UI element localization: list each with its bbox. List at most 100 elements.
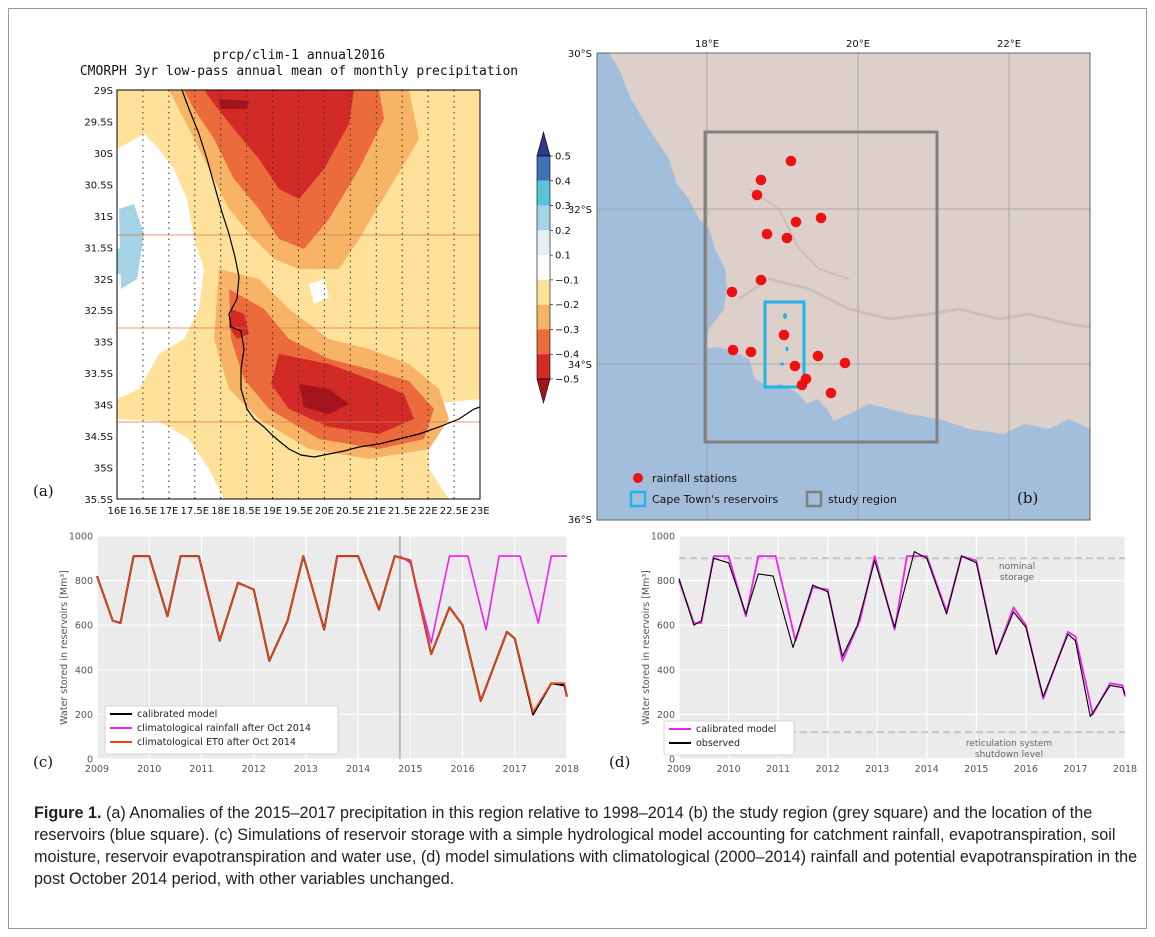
panel-a-lat-label: 31.5S bbox=[84, 243, 113, 254]
panel-a-title-line1: prcp/clim-1 annual2016 bbox=[213, 48, 385, 63]
panel-a-lat-label: 32S bbox=[94, 275, 113, 286]
colorbar-segment bbox=[537, 354, 550, 379]
y-tick-label: 1000 bbox=[69, 532, 93, 543]
y-tick-label: 1000 bbox=[651, 532, 675, 543]
panel-b-lat-label: 30°S bbox=[568, 49, 592, 60]
legend-station-marker bbox=[633, 473, 643, 483]
x-tick-label: 2015 bbox=[398, 764, 422, 775]
legend-label: calibrated model bbox=[696, 724, 776, 735]
precipitation-anomaly-field bbox=[116, 89, 481, 500]
panel-a-lon-label: 23E bbox=[470, 506, 489, 517]
y-tick-label: 400 bbox=[75, 665, 93, 676]
panel-a-colorbar: 0.5 0.4 0.3 0.2 0.1 −0.1 −0.2 −0.3 −0.4 −0.5 bbox=[536, 130, 579, 405]
y-tick-label: 600 bbox=[657, 621, 675, 632]
caption-lead: Figure 1. bbox=[34, 804, 102, 822]
colorbar-segment bbox=[537, 205, 550, 231]
rainfall-station-marker bbox=[790, 216, 802, 228]
x-tick-label: 2011 bbox=[766, 764, 790, 775]
reservoirs-box bbox=[763, 300, 806, 389]
x-tick-label: 2012 bbox=[816, 764, 840, 775]
x-tick-label: 2018 bbox=[1113, 764, 1137, 775]
chart-annotation: shutdown level bbox=[975, 750, 1043, 760]
figure-caption: Figure 1. (a) Anomalies of the 2015–2017… bbox=[34, 802, 1144, 890]
colorbar-label: 0.4 bbox=[555, 176, 571, 187]
panel-a-lon-label: 20E bbox=[315, 506, 334, 517]
legend-stations-label: rainfall stations bbox=[652, 472, 737, 485]
panel-a-lat-label: 29S bbox=[94, 86, 113, 97]
chart-annotation: nominal bbox=[999, 562, 1035, 572]
panel-a-title-line2: CMORPH 3yr low-pass annual mean of month… bbox=[80, 64, 518, 79]
rainfall-station-marker bbox=[796, 379, 808, 391]
legend-reservoirs-label: Cape Town's reservoirs bbox=[652, 493, 778, 506]
panel-a-latitude-labels: 29S 29.5S 30S 30.5S 31S 31.5S 32S 32.5S 33S 33.5S… bbox=[84, 86, 113, 506]
x-tick-label: 2014 bbox=[346, 764, 370, 775]
study-region-box bbox=[703, 130, 939, 444]
panel-d-letter: (d) bbox=[609, 753, 630, 771]
y-axis-label: Water stored in reservoirs [Mm³] bbox=[641, 570, 652, 725]
panel-a-lat-label: 31S bbox=[94, 212, 113, 223]
panel-a-lon-label: 17.5E bbox=[180, 506, 209, 517]
colorbar-label: −0.5 bbox=[555, 375, 579, 386]
figure-canvas: prcp/clim-1 annual2016 CMORPH 3yr low-pa… bbox=[33, 39, 1137, 776]
x-tick-label: 2013 bbox=[865, 764, 889, 775]
colorbar-label: 0.1 bbox=[555, 251, 571, 262]
panel-a-lon-label: 16E bbox=[107, 506, 126, 517]
x-tick-label: 2009 bbox=[667, 764, 691, 775]
panel-b-map: 18°E 20°E 22°E 30°S 32°S 34°S 36°S rainfall s… bbox=[568, 39, 1091, 526]
colorbar-top-arrow bbox=[536, 130, 551, 157]
panel-a-lat-label: 34.5S bbox=[84, 432, 113, 443]
y-tick-label: 0 bbox=[669, 755, 675, 766]
y-axis-label: Water stored in reservoirs [Mm³] bbox=[59, 570, 70, 725]
panel-b-latitude-labels: 30°S 32°S 34°S 36°S bbox=[568, 49, 592, 526]
rainfall-station-marker bbox=[781, 232, 793, 244]
panel-a-lat-label: 32.5S bbox=[84, 306, 113, 317]
panel-a-longitude-labels: 16E 16.5E 17E 17.5E 18E 18.5E 19E 19.5E 20E 20.5E… bbox=[107, 506, 489, 517]
series-line bbox=[399, 555, 567, 644]
panel-a-letter: (a) bbox=[33, 482, 54, 500]
x-tick-label: 2010 bbox=[716, 764, 740, 775]
panel-c-letter: (c) bbox=[33, 753, 53, 771]
panel-a-lat-label: 30S bbox=[94, 149, 113, 160]
x-tick-label: 2011 bbox=[189, 764, 213, 775]
x-tick-label: 2014 bbox=[915, 764, 939, 775]
rainfall-station-marker bbox=[751, 189, 763, 201]
series-line bbox=[678, 551, 1126, 718]
x-tick-label: 2016 bbox=[450, 764, 474, 775]
x-tick-label: 2012 bbox=[242, 764, 266, 775]
chart-annotation: reticulation system bbox=[966, 739, 1052, 749]
x-tick-label: 2010 bbox=[137, 764, 161, 775]
x-tick-label: 2017 bbox=[1063, 764, 1087, 775]
reservoir-markers bbox=[780, 313, 789, 366]
rainfall-station-marker bbox=[785, 155, 797, 167]
rainfall-station-marker bbox=[755, 174, 767, 186]
panel-d-chart: 2009 2010 2011 2012 2013 2014 2015 2016 2017 2018… bbox=[641, 532, 1137, 776]
panel-b-lon-label: 22°E bbox=[997, 39, 1021, 50]
legend-label: calibrated model bbox=[137, 709, 217, 720]
colorbar-label: −0.2 bbox=[555, 300, 579, 311]
legend-label: observed bbox=[696, 738, 740, 749]
y-tick-label: 800 bbox=[657, 576, 675, 587]
panel-c-chart: 2009 2010 2011 2012 2013 2014 2015 2016 2017 2018… bbox=[59, 532, 579, 776]
y-tick-label: 200 bbox=[657, 710, 675, 721]
legend-label: climatological ET0 after Oct 2014 bbox=[137, 737, 296, 748]
panel-a-lon-label: 19E bbox=[263, 506, 282, 517]
panel-a-lat-label: 35.5S bbox=[84, 495, 113, 506]
x-tick-label: 2015 bbox=[964, 764, 988, 775]
panel-b-longitude-labels: 18°E 20°E 22°E bbox=[695, 39, 1021, 50]
panel-b-lon-label: 20°E bbox=[846, 39, 870, 50]
y-tick-label: 400 bbox=[657, 665, 675, 676]
panel-a-lon-label: 17E bbox=[159, 506, 178, 517]
panel-a-lon-label: 18.5E bbox=[232, 506, 261, 517]
legend-study-label: study region bbox=[828, 493, 897, 506]
panel-b-letter: (b) bbox=[1017, 489, 1038, 507]
panel-a-lon-label: 21.5E bbox=[388, 506, 417, 517]
panel-a-lat-label: 33S bbox=[94, 338, 113, 349]
legend-study-marker bbox=[805, 490, 823, 508]
rainfall-station-markers bbox=[726, 155, 851, 399]
panel-b-lat-label: 36°S bbox=[568, 515, 592, 526]
panel-a-lat-label: 29.5S bbox=[84, 117, 113, 128]
rainfall-station-marker bbox=[825, 387, 837, 399]
y-tick-label: 600 bbox=[75, 621, 93, 632]
panel-a-lat-label: 30.5S bbox=[84, 180, 113, 191]
colorbar-segment bbox=[537, 156, 550, 181]
